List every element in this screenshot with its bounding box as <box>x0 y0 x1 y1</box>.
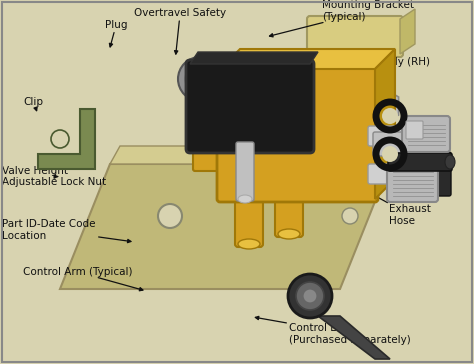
Circle shape <box>288 274 332 318</box>
Text: Control Link
(Purchased Separately): Control Link (Purchased Separately) <box>255 316 411 345</box>
Polygon shape <box>318 316 390 359</box>
Text: Clip: Clip <box>24 97 44 111</box>
Text: Exhaust
Hose: Exhaust Hose <box>374 195 430 226</box>
Ellipse shape <box>278 229 300 239</box>
Text: Part ID-Date Code
Location: Part ID-Date Code Location <box>2 219 131 243</box>
Polygon shape <box>110 146 400 164</box>
Polygon shape <box>375 49 395 199</box>
Circle shape <box>193 72 207 86</box>
Ellipse shape <box>420 166 430 182</box>
FancyBboxPatch shape <box>368 126 427 146</box>
FancyBboxPatch shape <box>387 164 438 202</box>
Circle shape <box>382 108 398 124</box>
Polygon shape <box>220 49 395 69</box>
FancyBboxPatch shape <box>217 66 378 202</box>
FancyBboxPatch shape <box>275 181 303 237</box>
FancyBboxPatch shape <box>433 152 451 196</box>
Circle shape <box>278 204 302 228</box>
Text: Adapter (2)
(optional): Adapter (2) (optional) <box>360 167 419 189</box>
FancyBboxPatch shape <box>307 16 403 57</box>
Circle shape <box>158 204 182 228</box>
FancyBboxPatch shape <box>402 116 450 152</box>
Circle shape <box>303 289 317 303</box>
FancyBboxPatch shape <box>193 77 232 171</box>
FancyBboxPatch shape <box>388 153 452 171</box>
Text: 7/16-24 (STD): 7/16-24 (STD) <box>282 93 395 104</box>
Text: Overtravel Safety: Overtravel Safety <box>134 8 226 54</box>
Polygon shape <box>190 52 318 64</box>
Polygon shape <box>367 88 399 124</box>
Circle shape <box>296 282 324 310</box>
Circle shape <box>342 208 358 224</box>
Circle shape <box>178 57 222 101</box>
Polygon shape <box>89 205 121 233</box>
Circle shape <box>51 130 69 148</box>
Text: Plug: Plug <box>105 20 128 47</box>
FancyBboxPatch shape <box>186 60 314 153</box>
Ellipse shape <box>420 128 430 144</box>
Text: Valve Height
Adjustable Lock Nut: Valve Height Adjustable Lock Nut <box>2 166 107 187</box>
Ellipse shape <box>238 239 260 249</box>
Circle shape <box>382 146 398 162</box>
Polygon shape <box>96 211 114 227</box>
Text: Control Arm (Typical): Control Arm (Typical) <box>23 267 143 291</box>
FancyBboxPatch shape <box>406 121 423 139</box>
FancyBboxPatch shape <box>235 186 263 247</box>
FancyBboxPatch shape <box>236 142 254 201</box>
Text: Mounting Bracket
(Typical): Mounting Bracket (Typical) <box>270 0 414 37</box>
Ellipse shape <box>445 155 455 169</box>
Polygon shape <box>400 9 415 54</box>
Text: Valve Assembly (RH): Valve Assembly (RH) <box>274 57 430 77</box>
Text: Gasket (2): Gasket (2) <box>298 128 376 138</box>
Circle shape <box>185 64 215 94</box>
FancyBboxPatch shape <box>373 132 407 156</box>
Polygon shape <box>38 109 95 169</box>
Ellipse shape <box>238 195 252 203</box>
Polygon shape <box>60 164 390 289</box>
FancyBboxPatch shape <box>368 164 427 184</box>
